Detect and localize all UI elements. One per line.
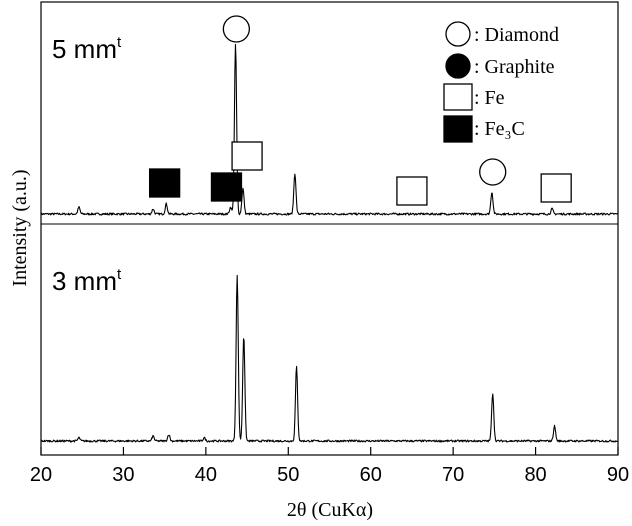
filled-square-peak-marker xyxy=(210,172,243,202)
legend-label-fe: : Fe xyxy=(474,87,505,109)
diamond-legend-icon xyxy=(445,21,471,47)
open-square-peak-marker xyxy=(540,173,572,203)
x-axis-label: 2θ (CuKα) xyxy=(287,499,373,521)
spectrum-line-5mm xyxy=(40,43,619,216)
plot-frame xyxy=(40,1,619,456)
series-label-5mm: 5 mmt xyxy=(52,34,122,64)
x-tick-label: 80 xyxy=(524,464,546,486)
y-axis-label: Intensity (a.u.) xyxy=(9,169,31,286)
x-tick-label: 50 xyxy=(277,464,299,486)
x-tick-label: 60 xyxy=(360,464,382,486)
series-label-3mm-superscript: t xyxy=(117,266,122,283)
graphite-legend-icon xyxy=(445,53,471,79)
x-axis-ticks: 20 30 40 50 60 70 80 90 xyxy=(30,447,629,486)
filled-square-peak-marker xyxy=(148,168,181,198)
legend-label-fe3c: : Fe₃C xyxy=(474,118,525,140)
fe-legend-icon xyxy=(443,83,473,111)
x-tick-label: 20 xyxy=(30,464,52,486)
x-tick-label: 30 xyxy=(112,464,134,486)
open-circle-peak-marker xyxy=(479,158,507,186)
open-circle-peak-marker xyxy=(222,15,251,43)
peak-markers-group xyxy=(148,15,572,206)
spectra-group xyxy=(40,43,619,443)
open-square-peak-marker xyxy=(396,176,428,206)
series-label-3mm: 3 mmt xyxy=(52,266,122,296)
fe3c-legend-icon xyxy=(443,115,473,143)
legend-label-graphite: : Graphite xyxy=(474,56,555,78)
x-tick-label: 90 xyxy=(607,464,629,486)
spectrum-line-3mm xyxy=(40,274,619,443)
series-label-5mm-superscript: t xyxy=(117,34,122,51)
x-tick-label: 70 xyxy=(442,464,464,486)
open-square-peak-marker xyxy=(231,141,263,171)
legend: : Diamond : Graphite : Fe : Fe₃C xyxy=(443,21,559,143)
x-tick-label: 40 xyxy=(195,464,217,486)
legend-label-diamond: : Diamond xyxy=(474,24,559,46)
